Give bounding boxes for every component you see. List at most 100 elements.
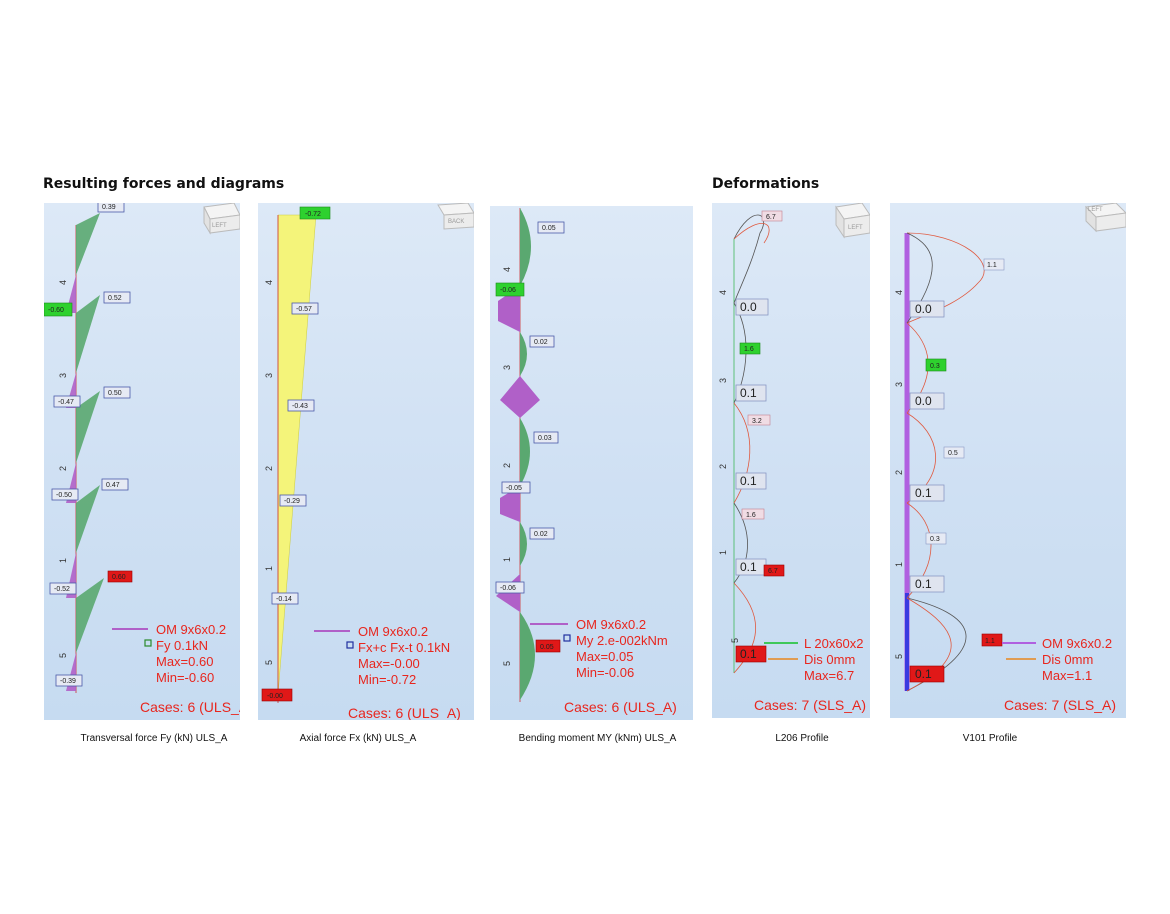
svg-text:My 2.e-002kNm: My 2.e-002kNm bbox=[576, 633, 668, 648]
svg-text:0.5: 0.5 bbox=[948, 450, 958, 457]
v101-caption: V101 Profile bbox=[962, 733, 1018, 744]
svg-text:1.6: 1.6 bbox=[746, 512, 756, 519]
svg-text:1: 1 bbox=[894, 562, 904, 567]
fx-cases: Cases: 6 (ULS_A) bbox=[348, 705, 461, 720]
svg-text:3: 3 bbox=[894, 382, 904, 387]
svg-text:-0.05: -0.05 bbox=[506, 485, 522, 492]
svg-text:-0.43: -0.43 bbox=[292, 403, 308, 410]
heading-forces: Resulting forces and diagrams bbox=[43, 176, 285, 192]
svg-text:-0.52: -0.52 bbox=[54, 586, 70, 593]
svg-text:0.0: 0.0 bbox=[915, 302, 932, 316]
svg-text:-0.50: -0.50 bbox=[56, 492, 72, 499]
heading-deformations: Deformations bbox=[712, 176, 820, 192]
fy-caption: Transversal force Fy (kN) ULS_A bbox=[80, 733, 228, 744]
svg-text:0.0: 0.0 bbox=[915, 394, 932, 408]
svg-text:5: 5 bbox=[264, 660, 274, 665]
svg-text:-0.57: -0.57 bbox=[296, 306, 312, 313]
fx-legend-section: OM 9x6x0.2 bbox=[358, 624, 428, 639]
svg-text:0.52: 0.52 bbox=[108, 295, 122, 302]
svg-text:0.0: 0.0 bbox=[740, 300, 757, 314]
svg-text:0.1: 0.1 bbox=[740, 647, 757, 661]
svg-text:6.7: 6.7 bbox=[766, 214, 776, 221]
my-diagram-canvas: 4 3 2 1 5 0.05 -0.06 0.02 0.03 -0.05 0.0… bbox=[495, 208, 677, 715]
svg-text:4: 4 bbox=[264, 280, 274, 285]
my-legend-section: OM 9x6x0.2 bbox=[576, 617, 646, 632]
svg-text:0.1: 0.1 bbox=[740, 560, 757, 574]
fy-cases: Cases: 6 (ULS_A) bbox=[140, 699, 240, 715]
svg-text:-0.72: -0.72 bbox=[305, 211, 321, 218]
svg-text:Min=-0.72: Min=-0.72 bbox=[358, 672, 416, 687]
svg-text:0.47: 0.47 bbox=[106, 482, 120, 489]
l206-deformation-panel: LEFT 4 3 2 1 5 6.7 0.0 1.6 0.1 3.2 0.1 1… bbox=[712, 203, 870, 718]
svg-text:6.7: 6.7 bbox=[768, 568, 778, 575]
svg-text:Max=-0.00: Max=-0.00 bbox=[358, 656, 420, 671]
svg-text:0.1: 0.1 bbox=[915, 667, 932, 681]
svg-text:LEFT: LEFT bbox=[848, 225, 863, 231]
l206-caption: L206 Profile bbox=[775, 733, 829, 744]
view-cube-icon[interactable]: LEFT bbox=[203, 203, 240, 235]
svg-text:-0.00: -0.00 bbox=[267, 693, 283, 700]
svg-text:Max=0.05: Max=0.05 bbox=[576, 649, 633, 664]
svg-text:LEFT: LEFT bbox=[212, 223, 227, 229]
svg-text:Fy 0.1kN: Fy 0.1kN bbox=[156, 638, 208, 653]
svg-text:Min=-0.06: Min=-0.06 bbox=[576, 665, 634, 680]
view-cube-icon[interactable]: LEFT bbox=[835, 203, 870, 239]
svg-text:1: 1 bbox=[502, 557, 512, 562]
fy-diagram-panel: LEFT 4 3 2 1 5 0.39 0.52 -0.60 0.50 -0.4… bbox=[44, 203, 240, 720]
view-cube-icon[interactable]: BACK bbox=[437, 203, 474, 230]
svg-text:3: 3 bbox=[502, 365, 512, 370]
v101-legend-section: OM 9x6x0.2 bbox=[1042, 636, 1112, 651]
svg-text:3: 3 bbox=[264, 373, 274, 378]
svg-text:-0.06: -0.06 bbox=[500, 585, 516, 592]
svg-text:0.60: 0.60 bbox=[112, 574, 126, 581]
svg-text:Dis 0mm: Dis 0mm bbox=[804, 652, 855, 667]
svg-text:0.05: 0.05 bbox=[540, 644, 554, 651]
l206-cases: Cases: 7 (SLS_A) bbox=[754, 697, 866, 713]
svg-text:Min=-0.60: Min=-0.60 bbox=[156, 670, 214, 685]
svg-text:2: 2 bbox=[502, 463, 512, 468]
l206-deformation-canvas: LEFT 4 3 2 1 5 6.7 0.0 1.6 0.1 3.2 0.1 1… bbox=[718, 203, 870, 713]
svg-text:5: 5 bbox=[894, 654, 904, 659]
svg-text:Dis 0mm: Dis 0mm bbox=[1042, 652, 1093, 667]
svg-text:2: 2 bbox=[58, 466, 68, 471]
svg-text:0.50: 0.50 bbox=[108, 390, 122, 397]
my-cases: Cases: 6 (ULS_A) bbox=[564, 699, 677, 715]
svg-text:4: 4 bbox=[894, 290, 904, 295]
svg-text:0.1: 0.1 bbox=[915, 486, 932, 500]
my-diagram-panel: 4 3 2 1 5 0.05 -0.06 0.02 0.03 -0.05 0.0… bbox=[490, 206, 693, 720]
fx-caption: Axial force Fx (kN) ULS_A bbox=[299, 733, 417, 744]
svg-text:Max=0.60: Max=0.60 bbox=[156, 654, 213, 669]
svg-text:0.1: 0.1 bbox=[740, 474, 757, 488]
svg-text:1: 1 bbox=[264, 566, 274, 571]
svg-text:-0.06: -0.06 bbox=[500, 287, 516, 294]
v101-deformation-canvas: LEFT 4 3 2 1 5 1.1 0.0 0.3 0.0 0.5 0.1 0… bbox=[894, 203, 1126, 713]
svg-text:3: 3 bbox=[58, 373, 68, 378]
svg-text:1: 1 bbox=[718, 550, 728, 555]
l206-legend-section: L 20x60x2 bbox=[804, 636, 864, 651]
svg-text:2: 2 bbox=[894, 470, 904, 475]
svg-text:0.05: 0.05 bbox=[542, 225, 556, 232]
svg-text:4: 4 bbox=[58, 280, 68, 285]
svg-text:Max=1.1: Max=1.1 bbox=[1042, 668, 1092, 683]
svg-text:0.3: 0.3 bbox=[930, 363, 940, 370]
svg-text:0.3: 0.3 bbox=[930, 536, 940, 543]
v101-deformation-panel: LEFT 4 3 2 1 5 1.1 0.0 0.3 0.0 0.5 0.1 0… bbox=[890, 203, 1126, 718]
svg-text:3.2: 3.2 bbox=[752, 418, 762, 425]
svg-text:5: 5 bbox=[502, 661, 512, 666]
svg-text:-0.47: -0.47 bbox=[58, 399, 74, 406]
fx-diagram-panel: BACK 4 3 2 1 5 -0.72 -0.57 -0.43 -0.29 -… bbox=[258, 203, 474, 720]
v101-cases: Cases: 7 (SLS_A) bbox=[1004, 697, 1116, 713]
svg-text:0.39: 0.39 bbox=[102, 204, 116, 211]
svg-text:2: 2 bbox=[718, 464, 728, 469]
svg-text:0.03: 0.03 bbox=[538, 435, 552, 442]
svg-text:1.1: 1.1 bbox=[985, 638, 995, 645]
svg-text:0.02: 0.02 bbox=[534, 531, 548, 538]
view-cube-icon[interactable]: LEFT bbox=[1084, 203, 1126, 233]
svg-text:0.1: 0.1 bbox=[740, 386, 757, 400]
svg-text:5: 5 bbox=[58, 653, 68, 658]
svg-text:BACK: BACK bbox=[448, 219, 464, 225]
svg-text:1: 1 bbox=[58, 558, 68, 563]
svg-text:5: 5 bbox=[730, 638, 740, 643]
svg-text:4: 4 bbox=[502, 267, 512, 272]
svg-text:-0.29: -0.29 bbox=[284, 498, 300, 505]
